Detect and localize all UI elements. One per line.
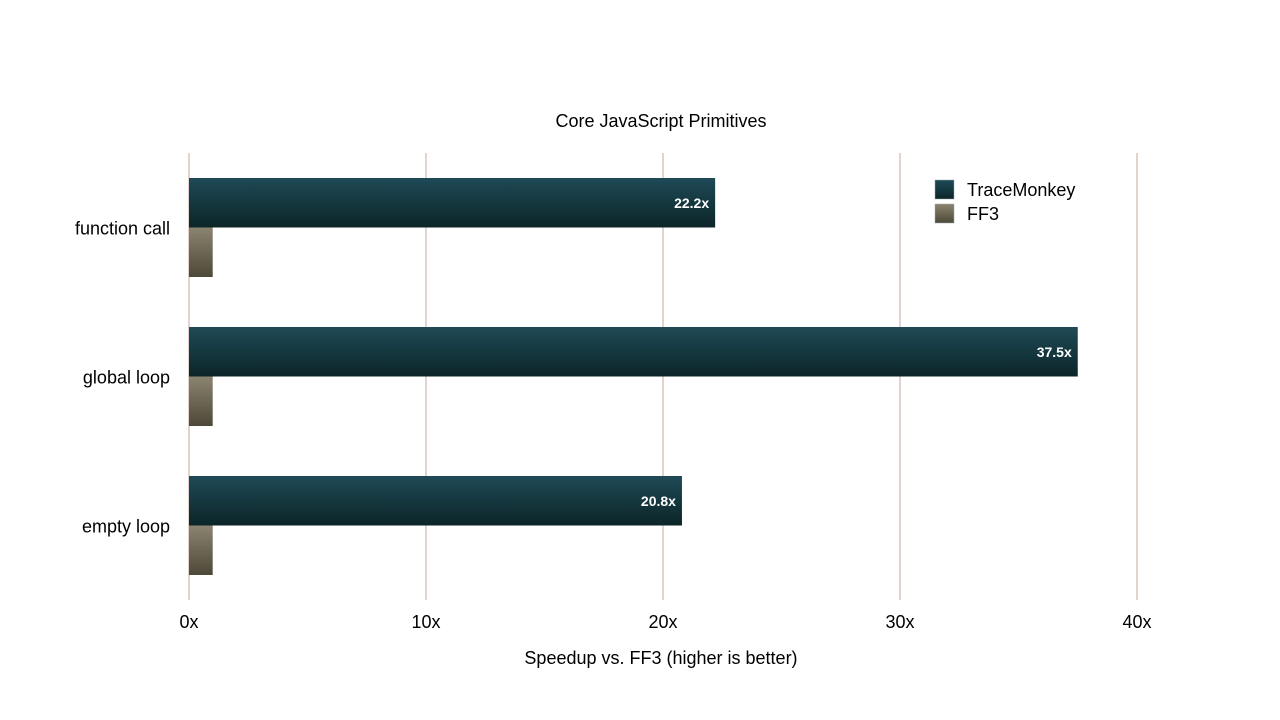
legend-label: FF3	[967, 204, 999, 224]
x-tick-label: 10x	[411, 612, 440, 632]
bar-tracemonkey-global-loop	[189, 327, 1078, 377]
legend-swatch	[934, 179, 955, 200]
x-tick-label: 40x	[1122, 612, 1151, 632]
data-label: 37.5x	[1037, 344, 1072, 360]
category-label: global loop	[83, 368, 170, 388]
legend-swatch	[934, 203, 955, 224]
data-label: 20.8x	[641, 493, 676, 509]
legend-label: TraceMonkey	[967, 180, 1075, 200]
legend: TraceMonkey FF3	[934, 179, 1075, 224]
category-label: function call	[75, 219, 170, 239]
x-tick-label: 0x	[179, 612, 198, 632]
x-axis-label: Speedup vs. FF3 (higher is better)	[524, 648, 797, 668]
chart-title: Core JavaScript Primitives	[555, 111, 766, 131]
x-tick-label: 20x	[648, 612, 677, 632]
category-label: empty loop	[82, 517, 170, 537]
x-tick-label: 30x	[885, 612, 914, 632]
bar-ff3-empty-loop	[189, 525, 213, 575]
bar-tracemonkey-function-call	[189, 178, 716, 228]
data-label: 22.2x	[674, 195, 709, 211]
bar-ff3-global-loop	[189, 376, 213, 426]
bar-tracemonkey-empty-loop	[189, 476, 682, 526]
bar-ff3-function-call	[189, 227, 213, 277]
